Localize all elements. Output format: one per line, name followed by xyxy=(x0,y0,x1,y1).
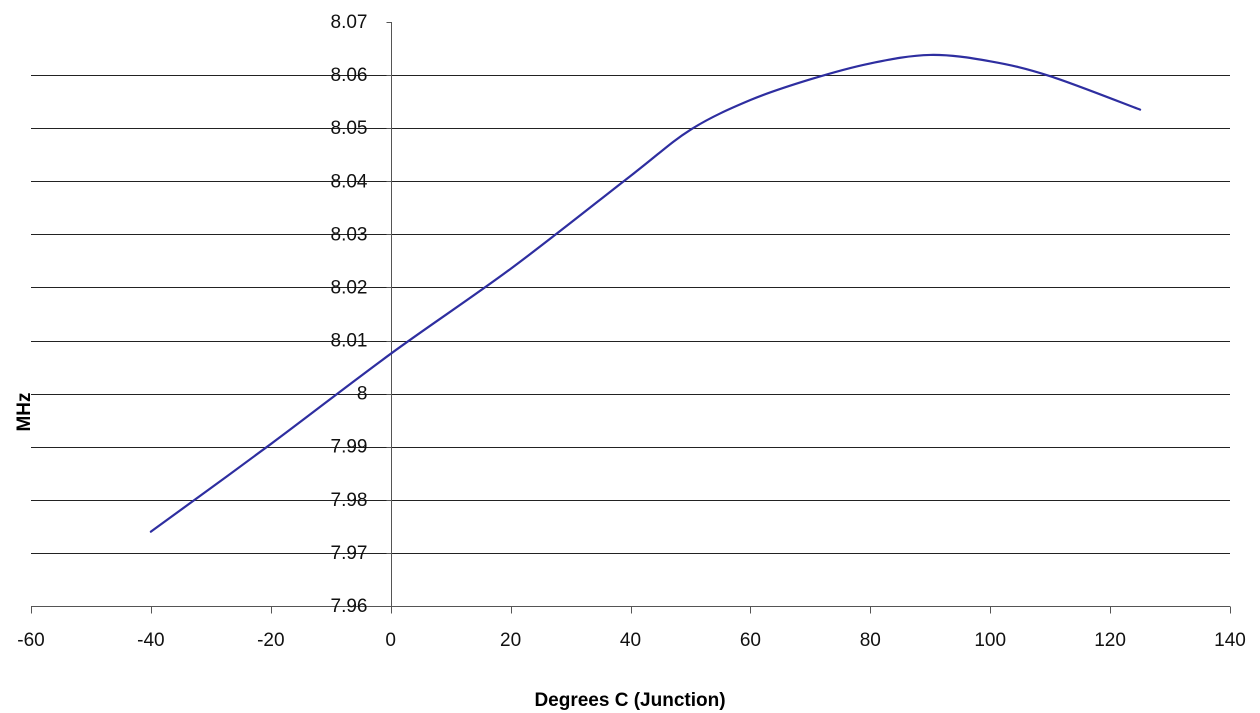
x-tick-label: 80 xyxy=(860,630,881,651)
y-tick-label: 7.99 xyxy=(331,437,368,458)
y-tick-label: 8.03 xyxy=(331,224,368,245)
series-line xyxy=(149,53,1142,533)
x-tick-label: -20 xyxy=(257,630,284,651)
y-tick-label: 7.97 xyxy=(331,543,368,564)
y-tick-label: 7.96 xyxy=(331,596,368,617)
axes xyxy=(31,22,1231,614)
y-axis-title: MHz xyxy=(14,392,35,431)
y-tick-label: 8.04 xyxy=(331,171,368,192)
x-tick-label: 20 xyxy=(500,630,521,651)
x-tick-label: 100 xyxy=(974,630,1006,651)
x-tick-label: 120 xyxy=(1094,630,1126,651)
x-axis-title: Degrees C (Junction) xyxy=(534,690,725,711)
y-tick-label: 8.05 xyxy=(331,118,368,139)
grid-lines xyxy=(31,75,1230,554)
x-tick-labels: -60 -40 -20 0 20 40 60 80 100 120 140 xyxy=(17,630,1246,651)
x-tick-label: -60 xyxy=(17,630,44,651)
x-tick-label: -40 xyxy=(137,630,164,651)
series-lines xyxy=(149,53,1142,533)
x-tick-label: 140 xyxy=(1214,630,1246,651)
x-tick-label: 0 xyxy=(385,630,396,651)
x-tick-label: 60 xyxy=(740,630,761,651)
y-tick-label: 8.06 xyxy=(331,65,368,86)
y-tick-labels: 7.96 7.97 7.98 7.99 8 8.01 8.02 8.03 8.04 8.05 8.0… xyxy=(331,12,368,617)
x-tick-label: 40 xyxy=(620,630,641,651)
y-tick-label: 8 xyxy=(357,384,368,405)
y-tick-label: 8.02 xyxy=(331,277,368,298)
y-tick-label: 7.98 xyxy=(331,490,368,511)
y-tick-label: 8.01 xyxy=(331,331,368,352)
y-tick-label: 8.07 xyxy=(331,12,368,33)
